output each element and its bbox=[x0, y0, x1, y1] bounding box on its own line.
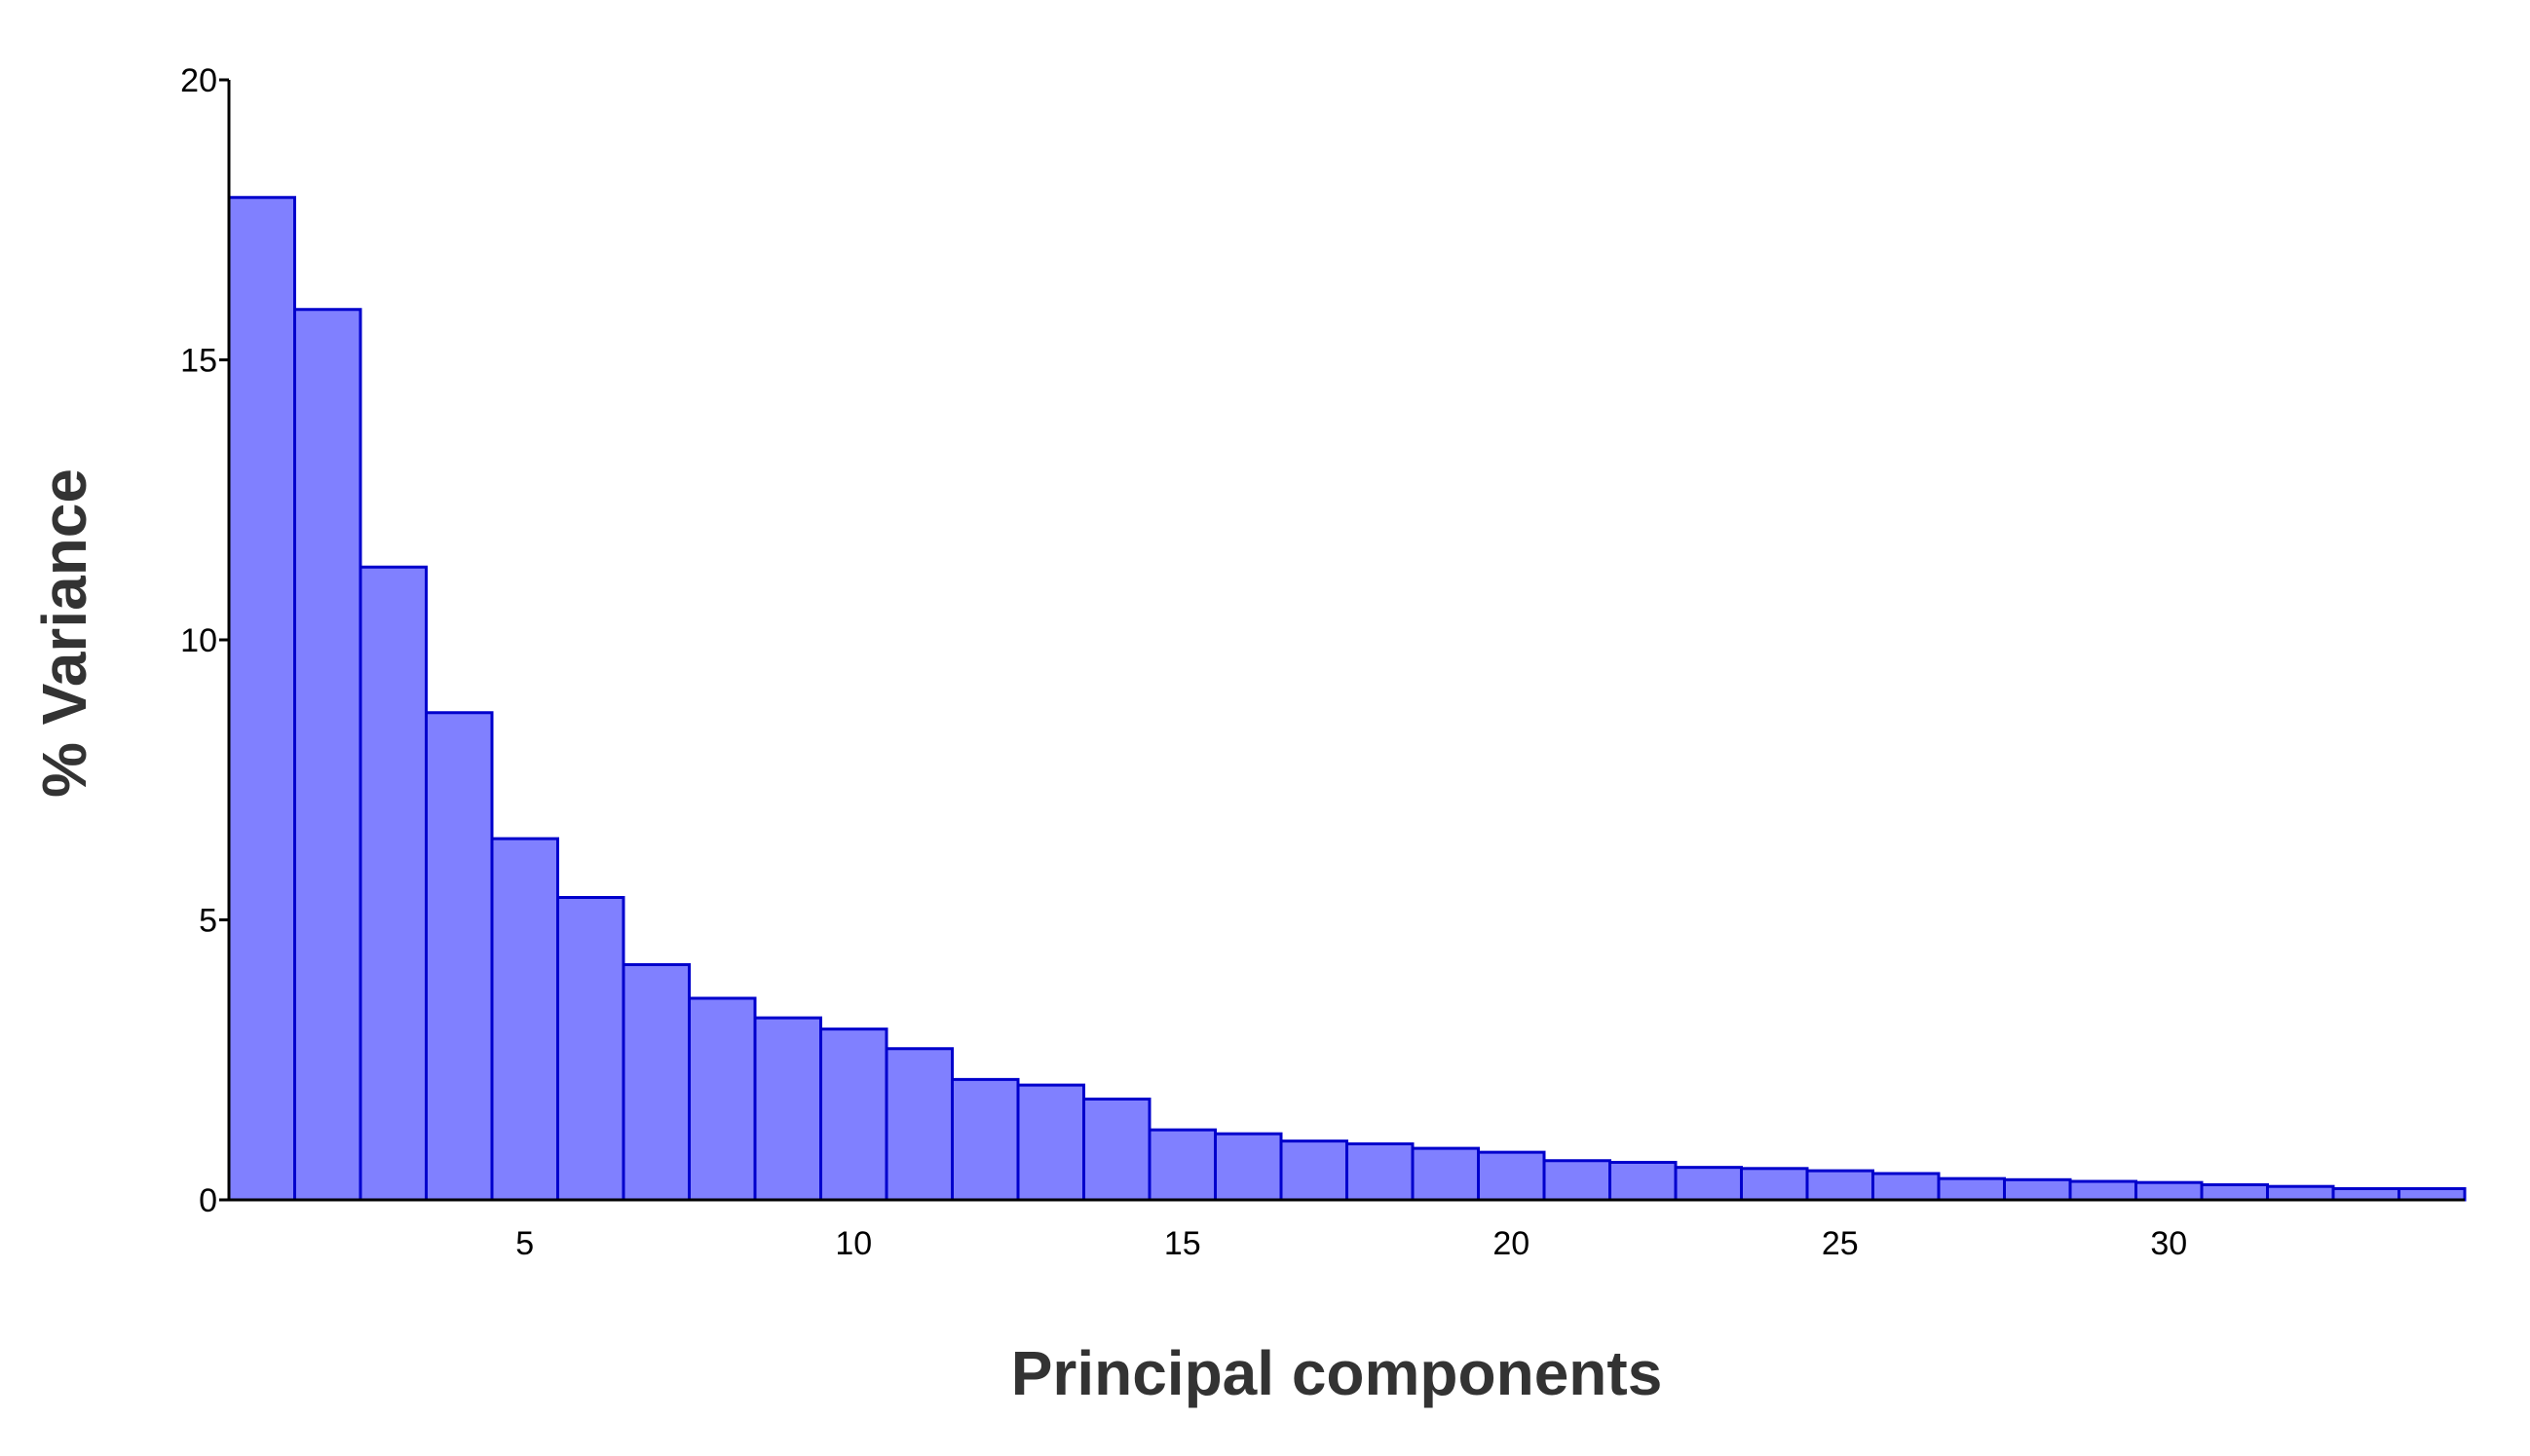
x-tick-label: 15 bbox=[1164, 1225, 1201, 1262]
bar-pc-18 bbox=[1345, 1142, 1415, 1202]
x-tick-label: 10 bbox=[835, 1225, 872, 1262]
bar-pc-1 bbox=[227, 196, 296, 1202]
y-ticks-group: 0 5 10 15 20 bbox=[180, 62, 229, 1219]
bar-pc-10 bbox=[819, 1027, 888, 1202]
x-tick-label: 30 bbox=[2150, 1225, 2187, 1262]
bar-pc-9 bbox=[753, 1016, 822, 1202]
bar-pc-27 bbox=[1937, 1176, 2006, 1202]
bar-pc-34 bbox=[2398, 1187, 2467, 1202]
bar-pc-20 bbox=[1477, 1150, 1546, 1202]
bar-pc-16 bbox=[1214, 1132, 1283, 1202]
bar-pc-19 bbox=[1411, 1146, 1480, 1202]
x-axis-title: Principal components bbox=[1011, 1338, 1663, 1408]
bar-pc-25 bbox=[1805, 1169, 1874, 1202]
bar-pc-15 bbox=[1148, 1128, 1217, 1202]
bars-group bbox=[227, 196, 2467, 1202]
bar-pc-14 bbox=[1082, 1098, 1152, 1202]
bar-pc-29 bbox=[2068, 1179, 2137, 1202]
bar-pc-8 bbox=[688, 996, 757, 1202]
bar-pc-12 bbox=[951, 1077, 1020, 1202]
y-tick-label: 10 bbox=[180, 622, 217, 659]
y-tick-label: 5 bbox=[199, 903, 217, 940]
bar-pc-5 bbox=[490, 837, 559, 1202]
y-axis-title: % Variance bbox=[29, 468, 99, 798]
bar-pc-17 bbox=[1279, 1139, 1348, 1202]
bar-pc-7 bbox=[622, 963, 691, 1202]
bar-pc-11 bbox=[885, 1047, 954, 1202]
bar-pc-22 bbox=[1608, 1160, 1678, 1202]
bar-pc-30 bbox=[2134, 1180, 2204, 1202]
bar-pc-32 bbox=[2266, 1184, 2335, 1202]
y-tick-label: 0 bbox=[199, 1182, 217, 1219]
bar-pc-23 bbox=[1674, 1166, 1743, 1202]
bar-pc-24 bbox=[1740, 1167, 1809, 1202]
bar-pc-13 bbox=[1016, 1083, 1085, 1202]
bar-pc-6 bbox=[556, 896, 625, 1202]
bar-pc-4 bbox=[425, 711, 494, 1202]
bar-pc-3 bbox=[359, 565, 428, 1202]
bar-pc-26 bbox=[1871, 1172, 1941, 1202]
y-tick-label: 15 bbox=[180, 343, 217, 380]
bar-pc-2 bbox=[293, 308, 362, 1202]
x-tick-label: 25 bbox=[1822, 1225, 1859, 1262]
x-tick-label: 5 bbox=[515, 1225, 534, 1262]
bar-pc-21 bbox=[1542, 1159, 1611, 1202]
x-ticks-group: 5 10 15 20 25 30 bbox=[515, 1225, 2187, 1262]
x-tick-label: 20 bbox=[1492, 1225, 1529, 1262]
bar-pc-33 bbox=[2331, 1187, 2400, 1202]
y-tick-label: 20 bbox=[180, 62, 217, 99]
bar-pc-28 bbox=[2003, 1177, 2072, 1202]
bar-pc-31 bbox=[2200, 1182, 2269, 1202]
